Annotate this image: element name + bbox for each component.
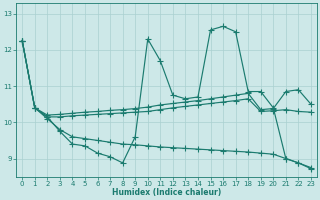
X-axis label: Humidex (Indice chaleur): Humidex (Indice chaleur) [112, 188, 221, 197]
